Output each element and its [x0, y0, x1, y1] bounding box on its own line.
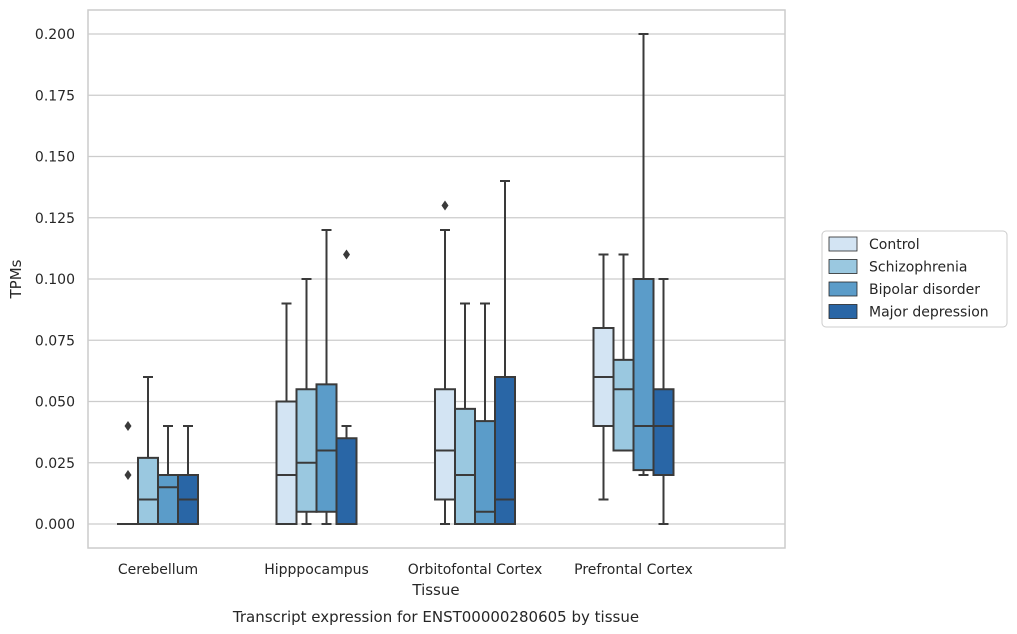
box-plot-box: [612, 253, 635, 452]
legend-swatch: [828, 281, 858, 297]
legend-swatch: [828, 236, 858, 252]
box-iqr: [335, 437, 358, 525]
y-tick-label: 0.000: [35, 517, 75, 533]
legend-label: Major depression: [869, 305, 989, 321]
y-axis-ticks: 0.000 0.025 0.050 0.075 0.100 0.125 0.150 0.175…: [35, 27, 75, 533]
box-plot-box: [315, 229, 338, 525]
box-iqr: [652, 388, 675, 476]
y-tick-label: 0.050: [35, 395, 75, 411]
box-iqr: [157, 474, 179, 525]
box-plot-box: [117, 421, 139, 526]
y-tick-label: 0.150: [35, 150, 75, 166]
box-iqr: [434, 388, 456, 501]
box-plot-box: [275, 302, 298, 525]
legend-item: Bipolar disorder: [828, 281, 980, 298]
box-iqr: [632, 278, 655, 472]
x-axis-ticks: Cerebellum Hipppocampus Orbitofontal Corte…: [118, 562, 693, 578]
outlier-point: [441, 200, 449, 211]
box-iqr: [295, 388, 318, 513]
box-plot-box: [434, 200, 456, 525]
box-plot-box: [157, 425, 179, 525]
chart-caption: Transcript expression for ENST0000028060…: [232, 608, 639, 626]
box-iqr: [474, 420, 496, 526]
legend-swatch: [828, 304, 858, 319]
box-plot-box: [632, 33, 655, 476]
box-plot-box: [494, 180, 516, 525]
series-control: [117, 200, 615, 526]
legend-swatch: [828, 259, 858, 274]
x-tick-label: Orbitofontal Cortex: [408, 562, 543, 578]
y-tick-label: 0.175: [35, 88, 75, 104]
x-tick-label: Prefrontal Cortex: [574, 562, 693, 578]
y-tick-label: 0.075: [35, 333, 75, 349]
legend-label: Control: [869, 237, 920, 253]
legend: Control Schizophrenia Bipolar disorder Majo…: [821, 230, 1008, 328]
y-tick-label: 0.125: [35, 211, 75, 227]
plot-area-frame: [87, 9, 786, 549]
x-axis-label: Tissue: [411, 581, 459, 599]
legend-item: Schizophrenia: [828, 259, 967, 276]
x-tick-label: Hipppocampus: [264, 562, 369, 578]
box-iqr: [612, 358, 635, 452]
box-plot-box: [137, 376, 159, 526]
y-tick-label: 0.100: [35, 272, 75, 288]
box-plot-box: [652, 278, 675, 525]
outlier-point: [124, 421, 132, 431]
x-tick-label: Cerebellum: [118, 562, 198, 578]
box-plot-box: [454, 302, 476, 526]
box-iqr: [494, 376, 516, 525]
outlier-point: [343, 249, 350, 260]
box-plot-box: [295, 278, 318, 525]
y-tick-label: 0.200: [35, 27, 75, 43]
y-axis-label: TPMs: [7, 259, 25, 299]
box-plot-box: [177, 425, 199, 525]
box-plot-series: [117, 33, 675, 526]
box-plot-box: [592, 253, 615, 501]
box-iqr: [454, 407, 476, 526]
legend-frame: [821, 230, 1008, 328]
y-gridlines: [88, 33, 785, 525]
box-iqr: [315, 383, 338, 513]
y-tick-label: 0.025: [35, 456, 75, 472]
series-bipolar-disorder: [157, 33, 655, 526]
box-iqr: [275, 400, 298, 525]
legend-label: Schizophrenia: [869, 260, 967, 276]
legend-item: Control: [828, 236, 920, 253]
series-major-depression: [177, 180, 675, 525]
box-plot-box: [474, 302, 496, 526]
outlier-point: [124, 470, 132, 480]
legend-label: Bipolar disorder: [869, 282, 980, 298]
legend-item: Major depression: [828, 304, 989, 321]
box-plot-box: [335, 249, 358, 525]
series-schizophrenia: [137, 253, 635, 526]
box-iqr: [137, 456, 159, 526]
